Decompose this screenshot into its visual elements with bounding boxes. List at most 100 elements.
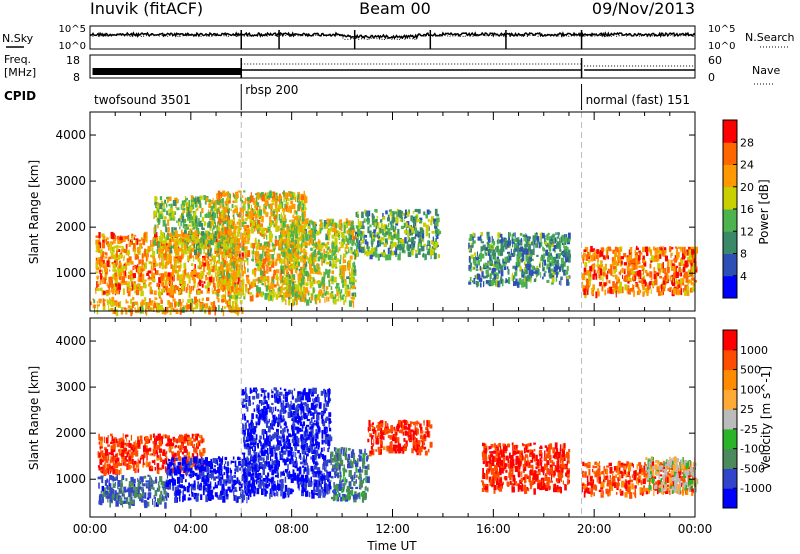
radar-cell xyxy=(171,270,175,277)
radar-cell xyxy=(331,234,335,239)
radar-cell xyxy=(289,280,291,288)
radar-cell xyxy=(622,274,624,279)
radar-cell xyxy=(182,222,185,229)
radar-cell xyxy=(292,274,296,281)
radar-cell xyxy=(244,267,246,274)
radar-cell xyxy=(170,303,173,307)
radar-cell xyxy=(180,236,182,241)
radar-cell xyxy=(544,270,547,273)
radar-cell xyxy=(225,275,229,283)
radar-cell xyxy=(618,286,621,290)
radar-cell xyxy=(282,230,284,237)
radar-cell xyxy=(435,211,438,215)
radar-cell xyxy=(153,263,155,271)
radar-cell xyxy=(527,236,530,241)
radar-cell xyxy=(318,282,322,289)
radar-cell xyxy=(256,251,260,257)
radar-cell xyxy=(244,197,247,205)
radar-cell xyxy=(667,259,670,266)
radar-cell xyxy=(430,216,434,222)
radar-cell xyxy=(297,197,299,203)
radar-cell xyxy=(221,230,223,235)
radar-cell xyxy=(157,302,161,307)
radar-cell xyxy=(198,218,200,223)
radar-cell xyxy=(194,264,196,269)
radar-cell xyxy=(525,257,529,262)
radar-cell xyxy=(313,265,316,271)
radar-cell xyxy=(519,232,523,236)
radar-cell xyxy=(258,261,263,265)
radar-cell xyxy=(222,282,224,285)
radar-cell xyxy=(247,268,249,273)
radar-cell xyxy=(582,254,585,261)
radar-cell xyxy=(333,276,337,283)
radar-cell xyxy=(633,291,635,297)
radar-cell xyxy=(638,252,642,256)
radar-cell xyxy=(221,216,223,219)
radar-cell xyxy=(349,239,352,244)
radar-cell xyxy=(280,221,284,229)
radar-cell xyxy=(286,269,288,275)
radar-cell xyxy=(513,281,516,286)
radar-cell xyxy=(196,236,200,243)
radar-cell xyxy=(228,200,231,204)
radar-cell xyxy=(549,263,552,267)
radar-cell xyxy=(146,273,150,276)
radar-cell xyxy=(474,252,477,256)
radar-cell xyxy=(312,287,315,294)
radar-cell xyxy=(355,231,359,237)
radar-cell xyxy=(619,281,622,289)
radar-cell xyxy=(361,239,365,243)
radar-cell xyxy=(228,249,233,256)
radar-cell xyxy=(96,259,99,265)
radar-cell xyxy=(123,255,125,259)
radar-cell xyxy=(373,229,376,234)
radar-cell xyxy=(552,256,557,264)
radar-cell xyxy=(689,271,693,277)
radar-cell xyxy=(681,254,685,260)
radar-cell xyxy=(549,255,553,260)
radar-cell xyxy=(290,200,294,205)
radar-cell xyxy=(218,199,222,206)
radar-cell xyxy=(318,227,321,235)
radar-cell xyxy=(381,237,385,241)
radar-cell xyxy=(310,247,313,251)
radar-cell xyxy=(673,267,675,273)
radar-cell xyxy=(313,255,317,262)
radar-cell xyxy=(242,206,244,213)
radar-cell xyxy=(590,264,593,267)
radar-cell xyxy=(223,241,225,248)
radar-cell xyxy=(601,286,603,291)
radar-cell xyxy=(323,271,325,277)
radar-cell xyxy=(95,235,99,238)
radar-cell xyxy=(335,286,339,289)
radar-cell xyxy=(159,249,164,254)
radar-cell xyxy=(685,276,689,283)
radar-cell xyxy=(352,282,355,285)
radar-cell xyxy=(560,279,562,286)
radar-cell xyxy=(285,299,287,306)
radar-cell xyxy=(221,279,225,285)
radar-cell xyxy=(232,258,236,265)
radar-cell xyxy=(281,299,284,303)
radar-cell xyxy=(150,262,153,268)
radar-cell xyxy=(233,226,235,230)
radar-cell xyxy=(497,272,499,279)
radar-cell xyxy=(377,238,381,242)
radar-cell xyxy=(331,270,334,275)
radar-cell xyxy=(149,289,153,295)
radar-cell xyxy=(108,280,113,286)
radar-cell xyxy=(375,223,377,230)
radar-cell xyxy=(254,204,258,209)
radar-cell xyxy=(280,198,282,204)
radar-cell xyxy=(565,256,569,263)
radar-cell xyxy=(586,270,590,276)
radar-cell xyxy=(268,234,273,242)
radar-cell xyxy=(593,264,595,270)
radar-cell xyxy=(262,270,266,278)
radar-cell xyxy=(346,220,348,225)
radar-cell xyxy=(178,218,181,222)
radar-cell xyxy=(169,207,173,213)
radar-cell xyxy=(509,255,512,261)
